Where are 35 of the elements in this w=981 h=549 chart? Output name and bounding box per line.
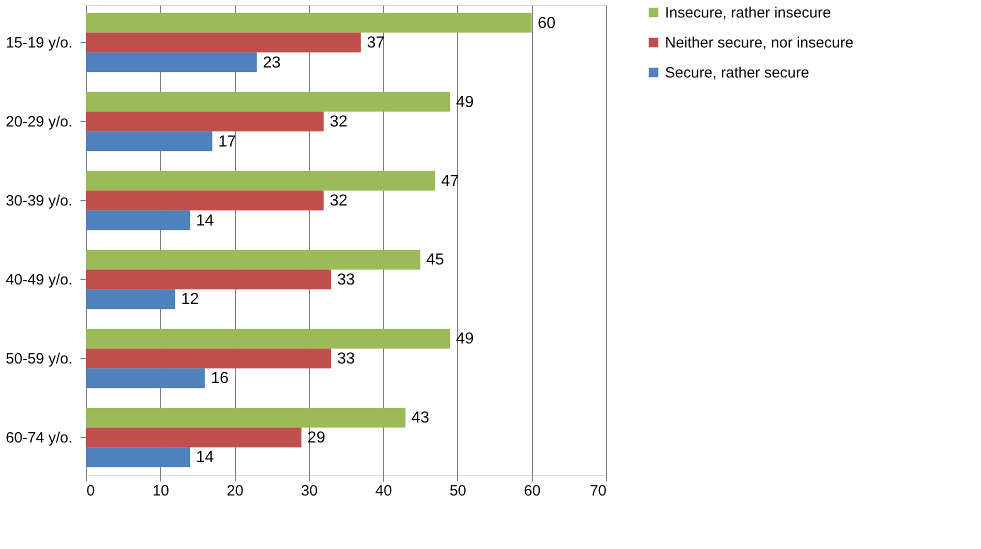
x-tick-label: 50 xyxy=(450,482,466,500)
x-tick-label: 70 xyxy=(590,482,606,500)
data-label: 33 xyxy=(337,271,356,288)
data-label: 14 xyxy=(196,449,214,466)
x-tick-label: 40 xyxy=(375,482,392,500)
data-label: 16 xyxy=(210,370,229,388)
data-label: 23 xyxy=(262,54,281,72)
legend-label: Insecure, rather insecure xyxy=(665,4,831,22)
data-label: 60 xyxy=(538,14,556,32)
y-tick-label: 60-74 y/o. xyxy=(6,429,72,446)
data-label: 14 xyxy=(196,212,214,230)
data-label: 12 xyxy=(181,291,200,308)
y-tick-label: 15-19 y/o. xyxy=(6,34,72,52)
y-tick-label: 20-29 y/o. xyxy=(6,114,72,131)
data-label: 43 xyxy=(411,410,430,427)
x-tick-label: 30 xyxy=(301,482,318,500)
data-label: 32 xyxy=(330,192,348,210)
data-label: 49 xyxy=(456,330,474,348)
data-label: 49 xyxy=(456,94,474,111)
data-label: 37 xyxy=(366,34,385,52)
data-label: 33 xyxy=(337,350,356,368)
y-tick-label: 40-49 y/o. xyxy=(6,271,72,288)
x-tick-label: 10 xyxy=(152,482,170,500)
data-label: 47 xyxy=(441,172,460,190)
legend-label: Neither secure, nor insecure xyxy=(665,34,854,52)
y-tick-label: 50-59 y/o. xyxy=(6,350,72,368)
data-label: 32 xyxy=(330,114,348,131)
data-label: 17 xyxy=(218,133,236,150)
x-tick-label: 0 xyxy=(86,482,95,500)
x-tick-label: 20 xyxy=(226,482,244,500)
legend-label: Secure, rather secure xyxy=(665,64,810,82)
data-label: 29 xyxy=(307,429,326,446)
x-tick-label: 60 xyxy=(524,482,541,500)
data-label: 45 xyxy=(426,252,444,269)
y-tick-label: 30-39 y/o. xyxy=(6,192,72,210)
